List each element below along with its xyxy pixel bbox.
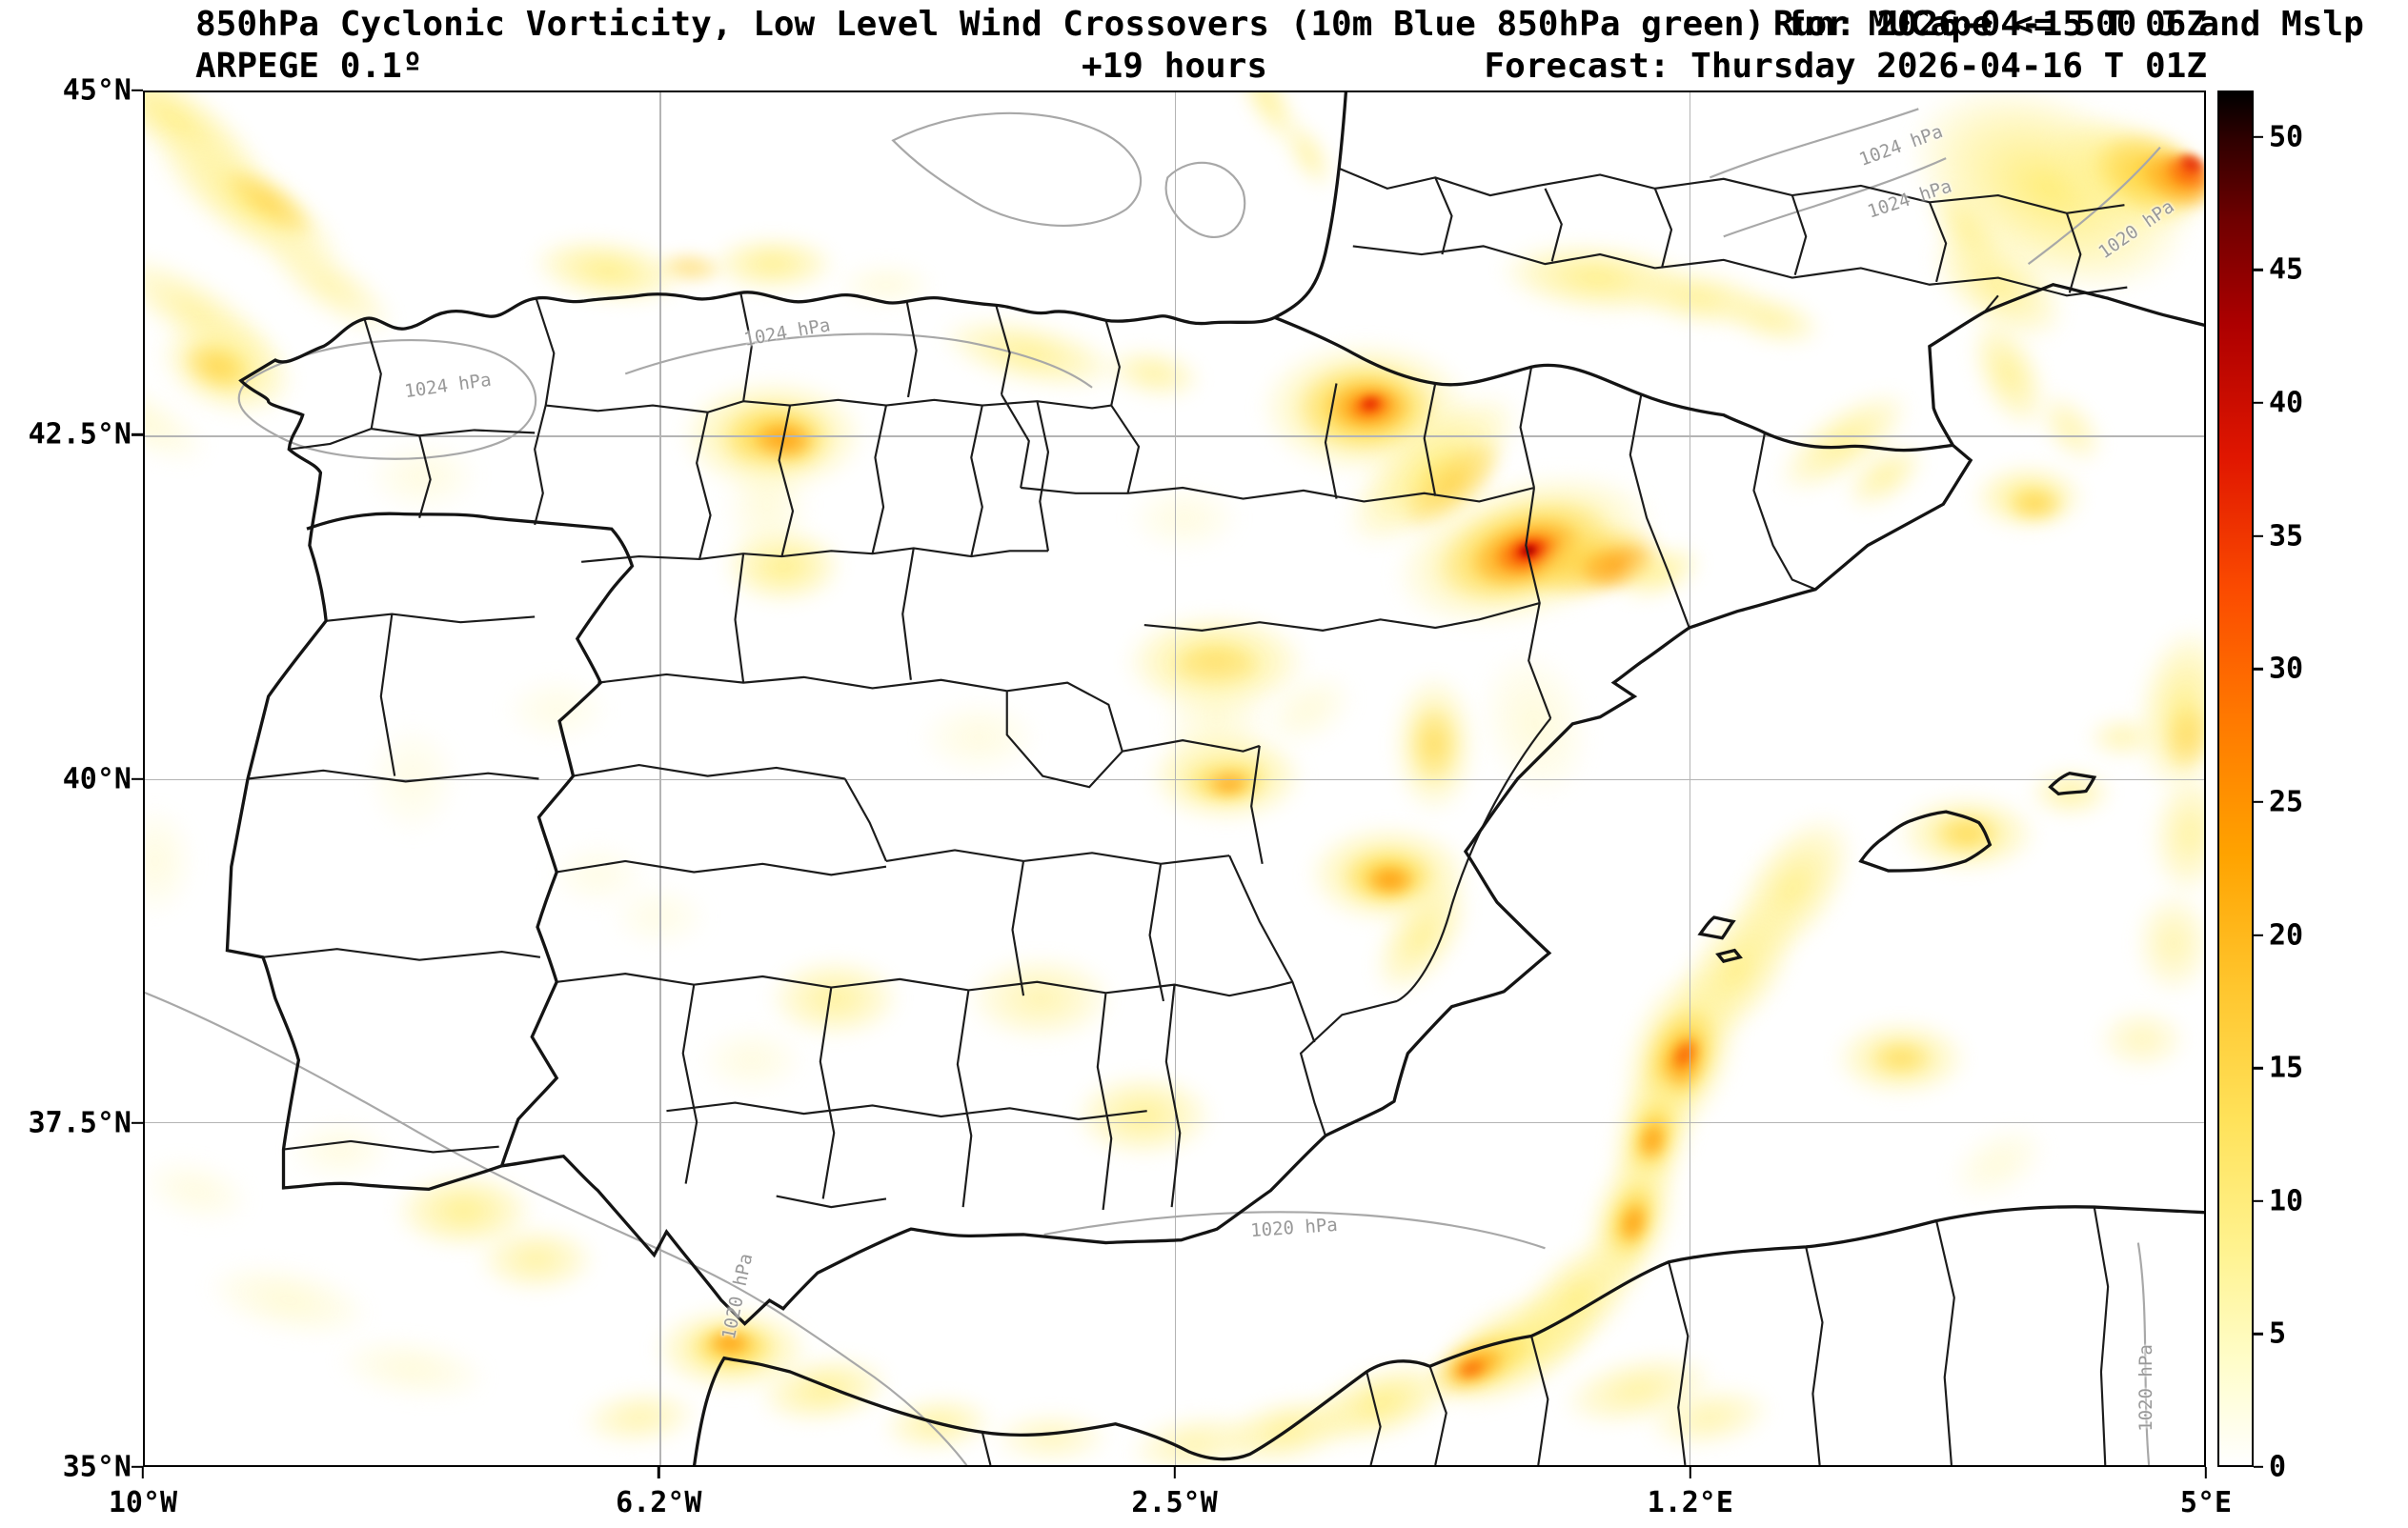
x-tick-mark xyxy=(2204,1467,2208,1478)
colorbar-tick-label: 20 xyxy=(2269,918,2304,953)
isobar-1020-southwest xyxy=(145,991,968,1465)
x-tick-label: 10°W xyxy=(108,1486,178,1519)
colorbar-tick-label: 30 xyxy=(2269,652,2304,686)
colorbar-gradient xyxy=(2219,92,2252,1465)
isobar-top-center-small xyxy=(1164,161,1246,239)
spain-province-borders-north xyxy=(289,292,1121,526)
spain-province-borders-plateau xyxy=(581,400,1050,693)
model-run-label: Run: 2026-04-15 T 06Z xyxy=(1772,5,2207,44)
isobar-value-label: 1020 hPa xyxy=(2094,195,2178,264)
mallorca-coastline xyxy=(1858,810,1993,873)
colorbar-tick-mark xyxy=(2254,800,2263,804)
colorbar-tick-label: 45 xyxy=(2269,252,2304,287)
isobar-1024-north xyxy=(624,332,1093,389)
vorticity-colorbar xyxy=(2217,90,2254,1467)
chart-title: 850hPa Cyclonic Vorticity, Low Level Win… xyxy=(195,5,2364,44)
isobar-contours xyxy=(145,108,2161,1465)
y-tick-mark xyxy=(132,89,143,92)
north-africa-borders xyxy=(981,1206,2110,1465)
isobar-1024-nw-loop xyxy=(237,338,537,460)
coastlines xyxy=(225,92,2204,1465)
colorbar-tick-mark xyxy=(2254,668,2263,671)
forecast-valid-label: Forecast: Thursday 2026-04-16 T 01Z xyxy=(1484,47,2207,86)
y-tick-mark xyxy=(132,777,143,780)
colorbar-tick-marks xyxy=(2254,90,2263,1469)
france-department-borders xyxy=(1337,167,2128,313)
colorbar-tick-mark xyxy=(2254,1465,2263,1469)
colorbar-tick-mark xyxy=(2254,1333,2263,1336)
map-plot-area: 1024 hPa 1024 hPa 1024 hPa 1024 hPa 1020 hPa… xyxy=(143,90,2206,1467)
colorbar-tick-label: 25 xyxy=(2269,785,2304,819)
y-tick-mark xyxy=(132,433,143,436)
colorbar-tick-mark xyxy=(2254,934,2263,936)
colorbar-tick-mark xyxy=(2254,401,2263,405)
colorbar-tick-label: 35 xyxy=(2269,519,2304,553)
y-axis-tick-marks xyxy=(132,89,143,1469)
colorbar-tick-mark xyxy=(2254,1199,2263,1202)
isobar-1024-ne-b xyxy=(1723,157,1947,238)
latitude-grid-line xyxy=(145,778,2204,781)
y-tick-label: 37.5°N xyxy=(28,1106,132,1140)
x-tick-mark xyxy=(141,1467,145,1478)
iberia-france-coastline xyxy=(225,92,2204,1326)
colorbar-tick-label: 50 xyxy=(2269,120,2304,154)
model-resolution-label: ARPEGE 0.1º xyxy=(195,47,423,86)
lead-time-label: +19 hours xyxy=(1081,47,1268,86)
x-tick-mark xyxy=(658,1467,660,1478)
isobar-value-label: 1024 hPa xyxy=(1865,175,1954,223)
isobar-value-label: 1024 hPa xyxy=(742,314,833,351)
colorbar-tick-mark xyxy=(2254,269,2263,271)
isobar-1020-south xyxy=(1043,1211,1546,1250)
isobar-value-label: 1024 hPa xyxy=(402,370,493,403)
x-axis-tick-labels: 10°W 6.2°W 2.5°W 1.2°E 5°E xyxy=(109,1478,2232,1522)
isobar-1024-ne-a xyxy=(1709,108,1919,179)
latitude-grid-line xyxy=(145,1121,2204,1124)
colorbar-tick-mark xyxy=(2254,135,2263,139)
portugal-spain-border xyxy=(306,512,635,1167)
spain-province-borders-south xyxy=(556,973,1293,1211)
y-tick-mark xyxy=(132,1121,143,1124)
colorbar-tick-labels: 0 5 10 15 20 25 30 35 40 45 50 xyxy=(2269,90,2383,1483)
menorca-coastline xyxy=(2048,772,2097,796)
isobar-value-label: 1020 hPa xyxy=(2135,1344,2157,1433)
colorbar-tick-mark xyxy=(2254,1066,2263,1070)
colorbar-tick-label: 5 xyxy=(2269,1317,2287,1351)
y-tick-mark xyxy=(132,1465,143,1469)
y-tick-label: 40°N xyxy=(62,762,132,795)
x-tick-mark xyxy=(1173,1467,1176,1478)
colorbar-tick-label: 10 xyxy=(2269,1184,2304,1218)
y-axis-tick-labels: 45°N 42.5°N 40°N 37.5°N 35°N xyxy=(0,74,132,1484)
north-africa-coastline xyxy=(693,1205,2204,1465)
isobar-value-label: 1024 hPa xyxy=(1856,121,1947,171)
latitude-grid-line xyxy=(145,435,2204,437)
base-map-svg xyxy=(145,92,2204,1465)
isobar-label-layer: 1024 hPa 1024 hPa 1024 hPa 1024 hPa 1020 hPa… xyxy=(145,92,2204,1465)
y-tick-label: 42.5°N xyxy=(28,417,132,452)
x-tick-label: 2.5°W xyxy=(1131,1486,1218,1519)
y-tick-label: 45°N xyxy=(62,73,132,108)
x-tick-mark xyxy=(1689,1467,1691,1478)
x-tick-label: 5°E xyxy=(2179,1486,2233,1519)
colorbar-tick-label: 15 xyxy=(2269,1051,2304,1085)
colorbar-tick-label: 0 xyxy=(2269,1450,2287,1484)
spain-province-borders-center xyxy=(556,602,1552,1136)
latlon-grid-layer xyxy=(145,92,2204,1465)
x-tick-label: 6.2°W xyxy=(616,1486,702,1519)
isobar-value-label: 1020 hPa xyxy=(718,1251,758,1341)
portugal-district-borders xyxy=(247,613,541,1154)
colorbar-tick-mark xyxy=(2254,534,2263,537)
x-tick-label: 1.2°E xyxy=(1647,1486,1733,1519)
political-boundaries xyxy=(247,167,2128,1465)
pyrenees-border xyxy=(1274,315,1953,452)
isobar-value-label: 1020 hPa xyxy=(1249,1214,1339,1241)
x-axis-tick-marks xyxy=(141,1467,2208,1478)
isobar-1020-southeast xyxy=(2136,1242,2151,1465)
colorbar-tick-label: 40 xyxy=(2269,386,2304,420)
y-tick-label: 35°N xyxy=(62,1450,132,1484)
ibiza-formentera-coastline xyxy=(1697,915,1743,964)
isobar-top-center-loop xyxy=(891,111,1143,227)
